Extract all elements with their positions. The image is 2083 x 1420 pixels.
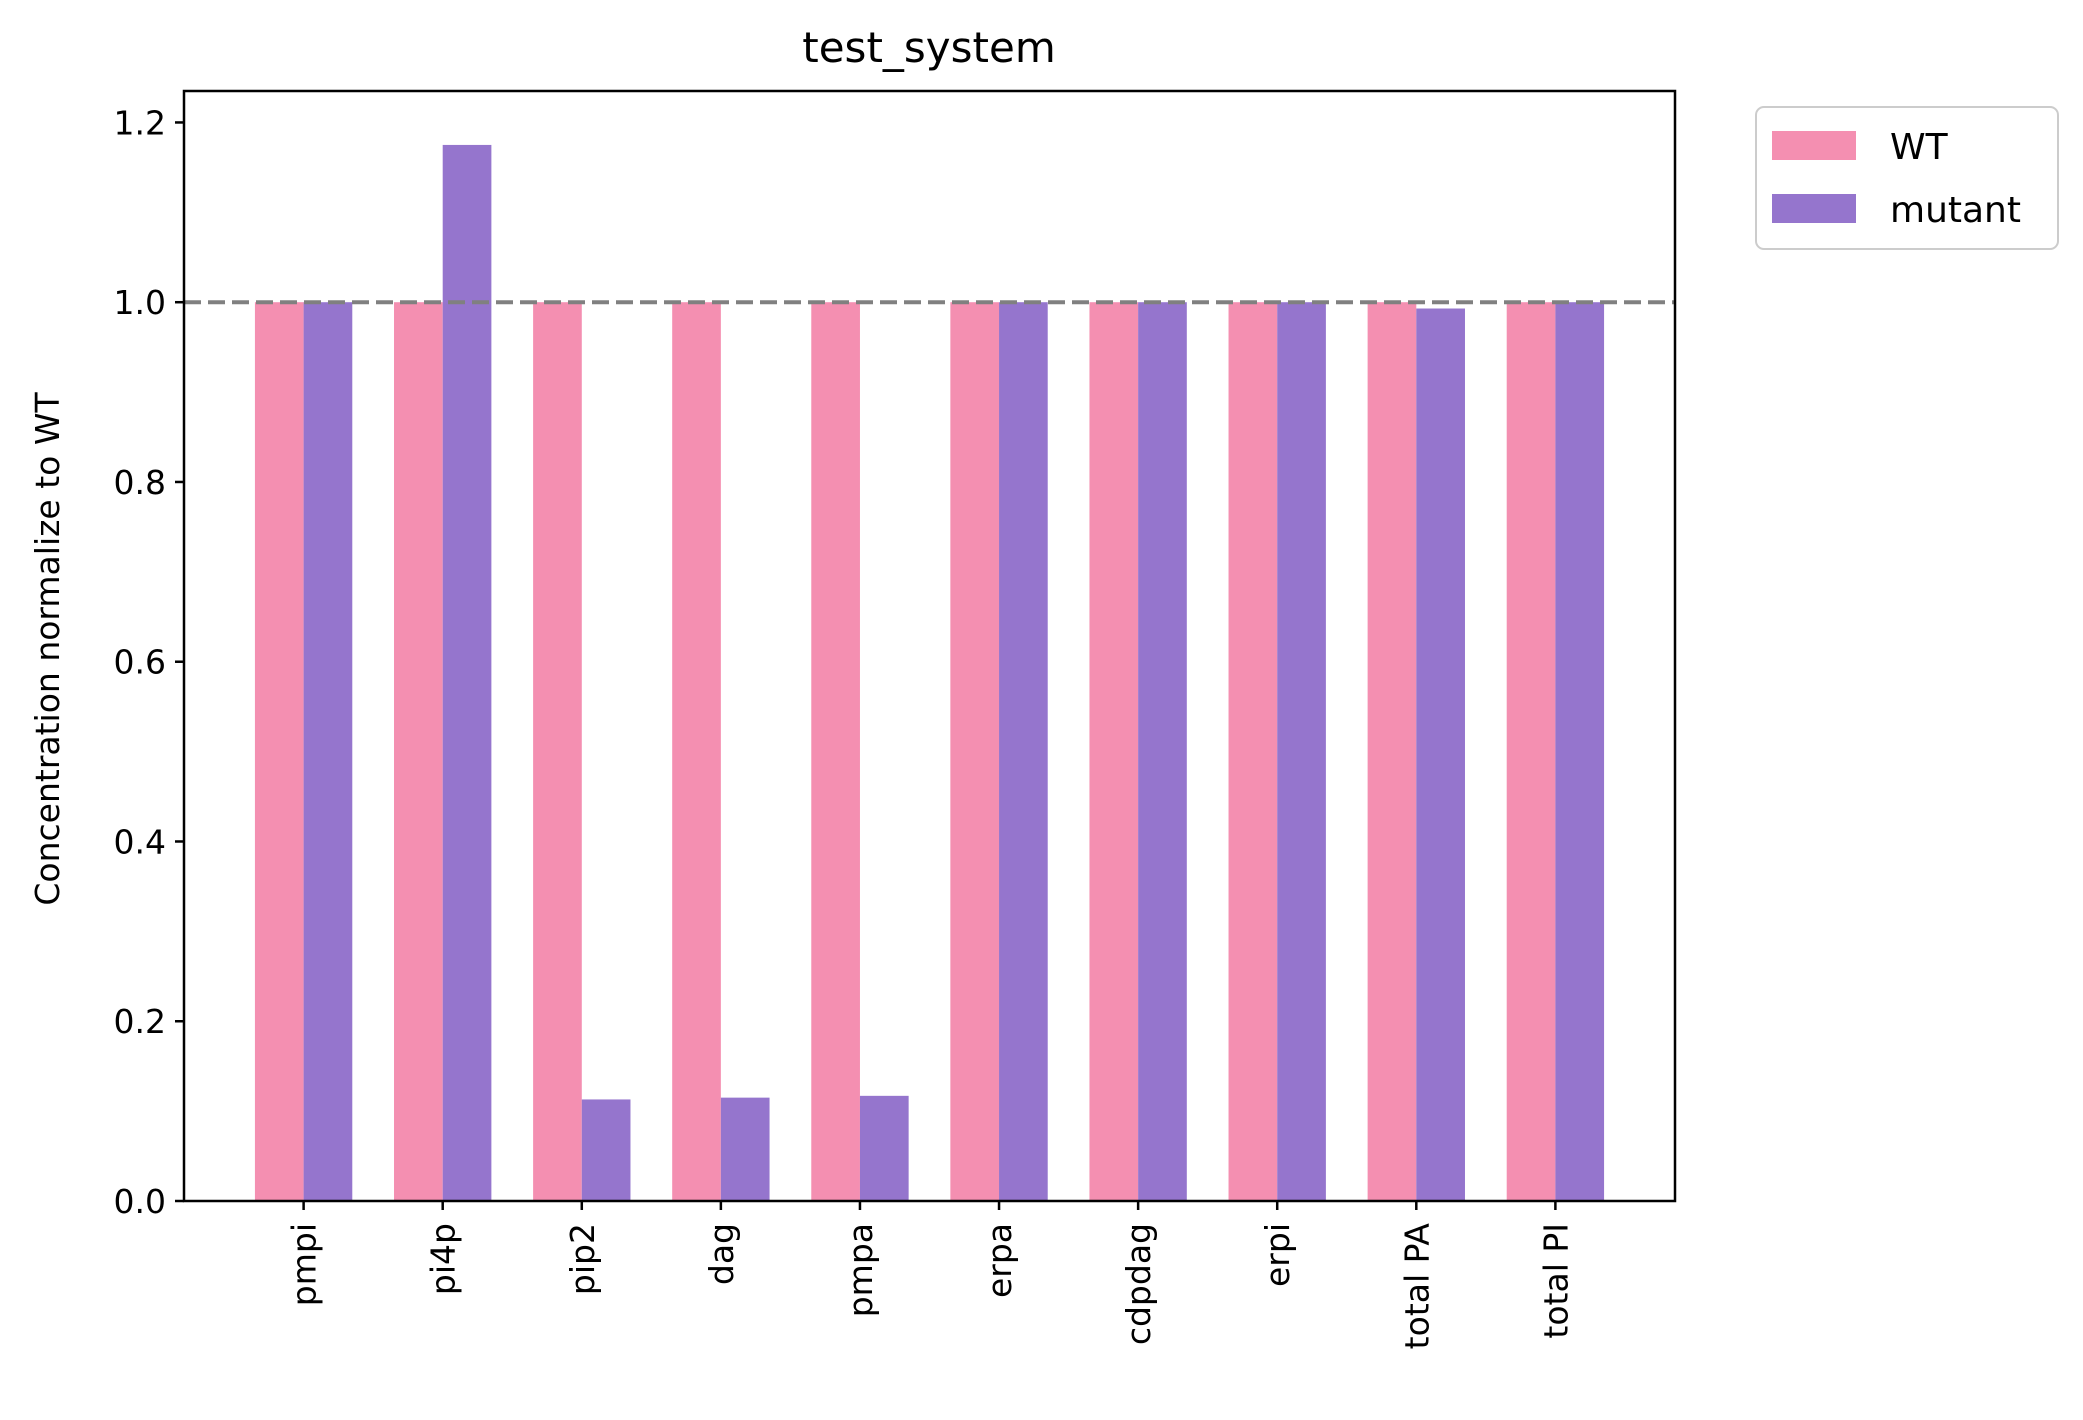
y-tick-label: 1.0: [114, 283, 166, 322]
y-axis-ticks: 0.0 0.2 0.4 0.6 0.8 1.0 1.2: [114, 103, 184, 1221]
x-axis-ticks: pmpi pi4p pip2 dag pmpa erpa cdpdag erpi total P…: [285, 1201, 1575, 1350]
bar-wt-cdpdag: [1089, 302, 1139, 1202]
bar-mutant-pmpa: [859, 1095, 909, 1201]
bar-mutant-dag: [720, 1097, 770, 1201]
plot-area-frame: [182, 89, 1677, 1203]
bar-wt-dag: [672, 302, 721, 1202]
bar-wt-total-pi: [1506, 302, 1556, 1202]
x-tick-label-cdpdag: cdpdag: [1119, 1223, 1158, 1345]
y-tick-label: 0.2: [114, 1002, 166, 1041]
bar-mutant-pip2: [581, 1099, 631, 1201]
chart-title: test_system: [802, 23, 1056, 72]
bar-mutant-pmpi: [303, 302, 353, 1202]
x-tick-label-erpa: erpa: [980, 1223, 1019, 1298]
bar-mutant-cdpdag: [1138, 302, 1187, 1202]
bar-mutant-erpa: [999, 302, 1048, 1202]
legend-label-mutant: mutant: [1890, 190, 2021, 231]
x-tick-label-pi4p: pi4p: [424, 1223, 463, 1295]
y-tick-label: 1.2: [114, 103, 166, 142]
legend-swatch-wt: [1772, 131, 1856, 160]
bar-wt-erpi: [1228, 302, 1278, 1202]
bar-mutant-pi4p: [442, 144, 492, 1202]
y-tick-label: 0.0: [114, 1182, 166, 1221]
x-tick-label-dag: dag: [702, 1223, 741, 1285]
bar-wt-pmpa: [811, 302, 860, 1202]
bar-wt-pmpi: [254, 302, 304, 1202]
legend-swatch-mutant: [1772, 194, 1856, 223]
y-tick-label: 0.6: [114, 643, 166, 682]
bars-layer: [254, 144, 1605, 1202]
x-tick-label-pmpa: pmpa: [841, 1223, 880, 1317]
bar-mutant-total-pi: [1555, 302, 1605, 1202]
bar-wt-total-pa: [1367, 302, 1417, 1202]
y-tick-label: 0.8: [114, 463, 166, 502]
x-tick-label-total-pi: total PI: [1536, 1223, 1575, 1339]
x-tick-label-pmpi: pmpi: [285, 1223, 324, 1306]
bar-mutant-erpi: [1277, 302, 1326, 1202]
bar-wt-erpa: [950, 302, 1000, 1202]
legend: WT mutant: [1755, 106, 2059, 250]
bar-wt-pi4p: [394, 302, 443, 1202]
x-tick-label-pip2: pip2: [563, 1223, 602, 1295]
y-tick-label: 0.4: [114, 822, 166, 861]
x-tick-label-total-pa: total PA: [1397, 1223, 1436, 1350]
x-tick-label-erpi: erpi: [1258, 1223, 1297, 1287]
bar-mutant-total-pa: [1416, 308, 1465, 1201]
legend-label-wt: WT: [1890, 127, 1949, 168]
bar-wt-pip2: [533, 302, 582, 1202]
y-axis-label: Concentration normalize to WT: [28, 392, 67, 906]
